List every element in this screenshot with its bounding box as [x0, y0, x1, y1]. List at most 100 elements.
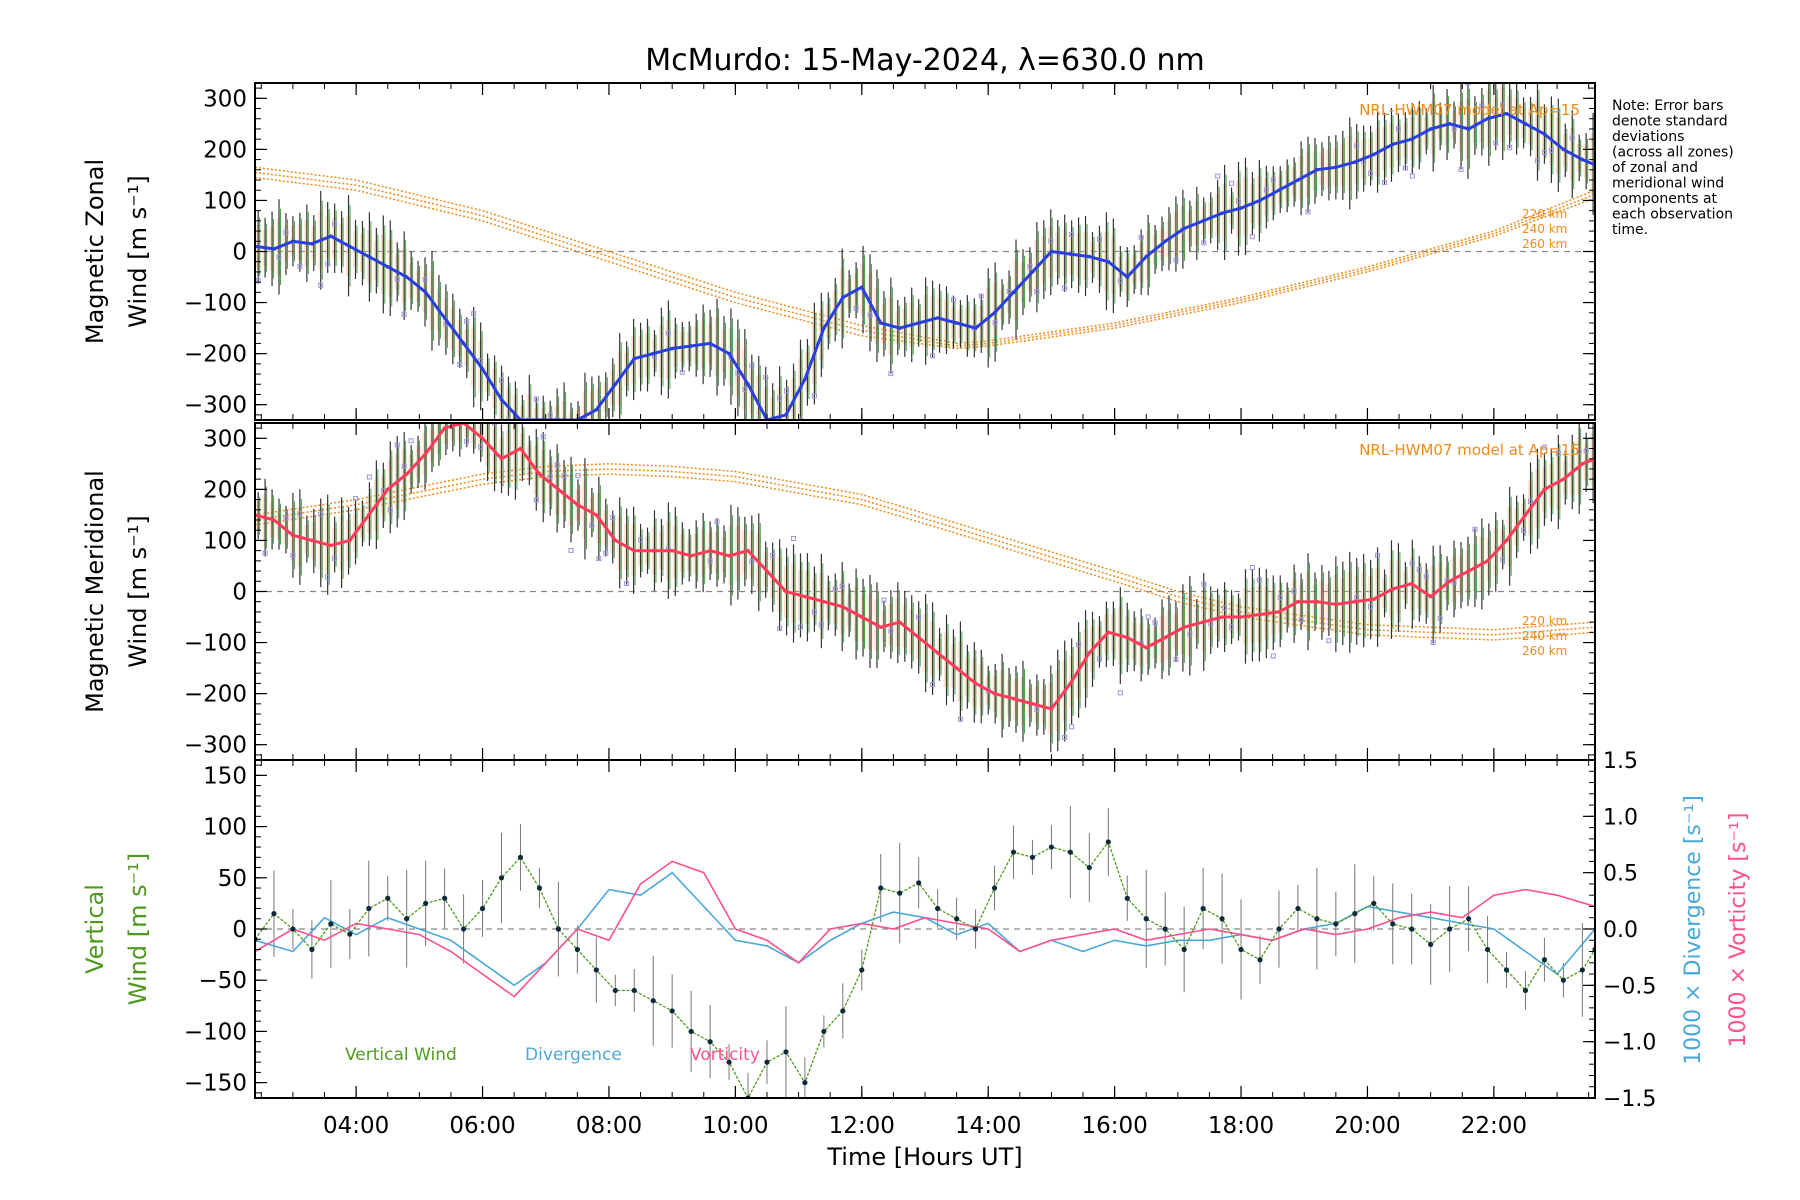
- meridional-wind-point: [1182, 625, 1186, 630]
- zone-point: [464, 438, 470, 444]
- meridional-wind-point: [423, 451, 428, 456]
- zonal-wind-point: [935, 316, 940, 320]
- model-height-label: 240 km: [1522, 629, 1567, 643]
- zone-point: [575, 473, 581, 479]
- zone-point: [1229, 180, 1235, 186]
- legend: Vertical Wind Divergence Vorticity: [345, 1045, 760, 1065]
- zone-point: [1201, 581, 1207, 587]
- zonal-wind-point: [613, 382, 618, 387]
- y-tick-label: 50: [218, 866, 247, 892]
- zone-point: [1062, 285, 1068, 291]
- zone-point: [353, 496, 358, 502]
- meridional-wind-point: [746, 548, 750, 553]
- meridional-wind-point: [1106, 630, 1111, 635]
- zone-point: [325, 261, 331, 267]
- zone-point: [818, 622, 824, 628]
- zone-point: [1500, 102, 1506, 108]
- zone-point: [332, 221, 338, 227]
- zone-point: [255, 278, 261, 284]
- panel-plot-area: [255, 423, 1595, 753]
- note-line: time.: [1612, 222, 1648, 238]
- zonal-wind-point: [954, 321, 959, 325]
- zone-point: [1423, 573, 1429, 579]
- vertical-wind-point: [802, 1080, 808, 1086]
- vertical-wind-point: [460, 926, 467, 932]
- meridional-wind-point: [1580, 462, 1585, 466]
- vertical-wind-point: [1276, 926, 1282, 932]
- zonal-wind-point: [1030, 270, 1035, 274]
- zone-point: [505, 417, 511, 420]
- zone-point: [1382, 180, 1388, 186]
- panel-vertical: Vertical Wind Divergence Vorticity 1.5 1.0 0.…: [81, 749, 1751, 1112]
- zonal-wind-point: [632, 356, 637, 361]
- y-tick-label: −200: [184, 342, 247, 368]
- zone-point: [276, 254, 282, 260]
- vertical-wind-point: [271, 911, 277, 917]
- zone-point: [401, 311, 407, 317]
- zone-point: [318, 282, 324, 288]
- zone-point: [603, 550, 609, 556]
- x-tick-label: 06:00: [449, 1113, 515, 1139]
- x-tick-label: 12:00: [829, 1113, 895, 1139]
- vertical-wind-point: [1447, 926, 1453, 932]
- zone-point: [707, 558, 713, 564]
- zone-point: [888, 371, 894, 377]
- zone-point: [1270, 177, 1276, 183]
- zonal-wind-point: [499, 397, 504, 402]
- zonal-wind-point: [594, 407, 599, 412]
- vertical-wind-point: [442, 895, 448, 901]
- vertical-wind-point: [1465, 916, 1472, 922]
- zone-point: [832, 586, 838, 592]
- zone-point: [478, 358, 484, 364]
- meridional-wind-point: [291, 533, 295, 538]
- right-y-tick-label: −1.0: [1603, 1031, 1656, 1056]
- meridional-wind-point: [954, 666, 959, 670]
- meridional-wind-point: [727, 553, 731, 558]
- zone-point: [714, 519, 720, 525]
- zone-point: [1375, 552, 1381, 558]
- vertical-wind-point: [1048, 844, 1055, 850]
- vertical-wind-point: [555, 926, 561, 932]
- zone-point: [394, 442, 400, 448]
- zone-point: [679, 369, 685, 375]
- model-curve: [255, 468, 1595, 636]
- zone-point: [777, 625, 783, 631]
- y-tick-label: 150: [203, 763, 247, 789]
- zone-point: [589, 523, 595, 529]
- meridional-wind-point: [537, 472, 542, 476]
- zone-point: [1263, 187, 1269, 193]
- vertical-wind-point: [1238, 946, 1244, 953]
- zone-point: [763, 374, 769, 380]
- meridional-wind-point: [1561, 477, 1566, 481]
- zone-point: [290, 552, 296, 558]
- zonal-wind-point: [1087, 254, 1092, 259]
- zone-point: [1507, 144, 1513, 150]
- vertical-wind-point: [972, 926, 979, 932]
- zone-point: [422, 277, 428, 283]
- zone-point: [1395, 126, 1401, 132]
- meridional-wind-point: [1485, 559, 1490, 563]
- zone-point: [1493, 140, 1499, 146]
- meridional-wind-point: [841, 605, 845, 609]
- zone-point: [366, 474, 372, 480]
- zone-point: [1298, 617, 1304, 623]
- zonal-wind-point: [1580, 157, 1585, 162]
- zone-point: [839, 583, 845, 589]
- meridional-wind-point: [689, 553, 693, 558]
- zone-point: [533, 396, 539, 402]
- zonal-wind-point: [1409, 137, 1414, 141]
- zone-point: [519, 417, 525, 420]
- zone-point: [1472, 526, 1478, 532]
- zone-point: [471, 311, 477, 317]
- zone-point: [1138, 234, 1144, 240]
- zone-point: [1528, 498, 1534, 504]
- zone-point: [499, 377, 505, 383]
- y-tick-label: 300: [203, 426, 247, 452]
- zonal-wind-point: [803, 377, 807, 381]
- zone-point: [1117, 690, 1123, 696]
- vertical-wind-point: [1541, 957, 1548, 963]
- vertical-wind-point: [1010, 849, 1017, 855]
- vertical-wind-point: [726, 1059, 732, 1065]
